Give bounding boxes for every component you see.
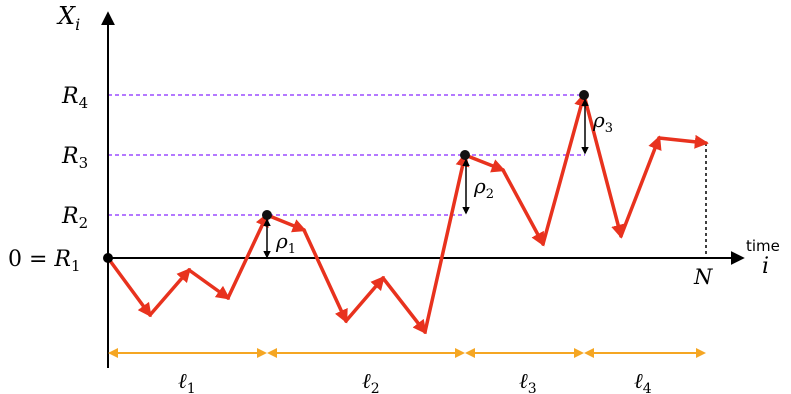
interval-label-2: ℓ2 bbox=[362, 369, 380, 394]
level-label-r3: R3 bbox=[61, 144, 88, 172]
walk-step-2 bbox=[148, 267, 191, 317]
walk-step-6 bbox=[302, 228, 348, 324]
drop-label-3: ρ3 bbox=[592, 108, 613, 136]
walk-step-15 bbox=[657, 134, 709, 149]
record-point-r4 bbox=[579, 90, 589, 100]
interval-label-1: ℓ1 bbox=[178, 369, 196, 394]
origin-label: 0 = R1 bbox=[8, 247, 81, 275]
walk-step-13 bbox=[582, 93, 625, 239]
walk-step-4 bbox=[226, 212, 269, 300]
record-point-r2 bbox=[262, 210, 272, 220]
walk-step-5 bbox=[265, 213, 307, 233]
walk-step-3 bbox=[187, 268, 231, 300]
level-label-r2: R2 bbox=[61, 204, 88, 232]
walk-step-14 bbox=[619, 135, 662, 238]
walk-step-12 bbox=[541, 92, 588, 246]
walk-step-10 bbox=[463, 153, 506, 173]
walk-step-9 bbox=[423, 152, 470, 334]
walk-step-7 bbox=[344, 275, 385, 323]
drop-label-1: ρ1 bbox=[275, 229, 296, 257]
x-axis-label-time: time bbox=[746, 237, 780, 255]
y-axis-label: Xi bbox=[56, 2, 80, 34]
interval-label-4: ℓ4 bbox=[634, 369, 652, 394]
level-label-r4: R4 bbox=[61, 84, 88, 112]
walk-step-8 bbox=[381, 276, 427, 335]
record-point-r3 bbox=[460, 150, 470, 160]
end-time-label: N bbox=[693, 265, 713, 289]
x-axis-label-index: i bbox=[762, 254, 769, 279]
walk-step-1 bbox=[106, 256, 152, 318]
record-point-r1 bbox=[103, 253, 113, 263]
random-walk-path bbox=[106, 92, 709, 335]
interval-label-3: ℓ3 bbox=[519, 369, 537, 394]
drop-label-2: ρ2 bbox=[473, 174, 494, 202]
walk-step-11 bbox=[501, 168, 545, 247]
